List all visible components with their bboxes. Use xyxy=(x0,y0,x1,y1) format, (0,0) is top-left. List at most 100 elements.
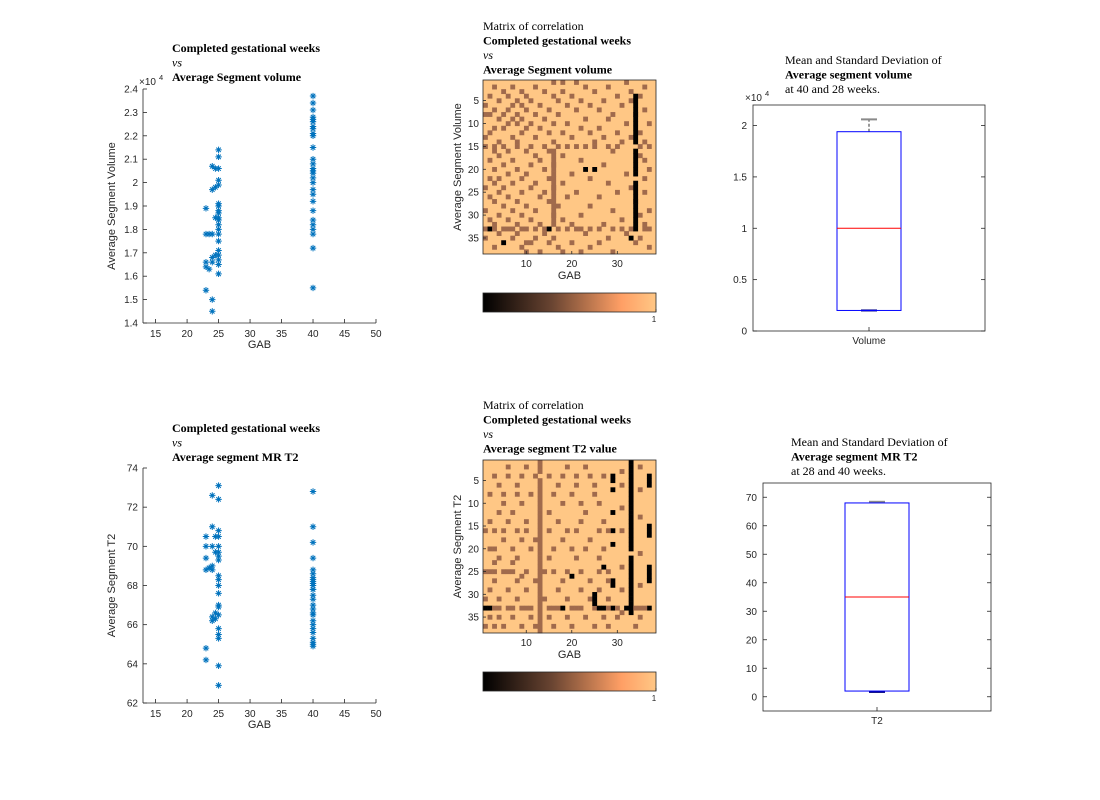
heatmap-cell xyxy=(619,610,625,616)
heatmap-cell xyxy=(578,98,584,104)
heatmap-cell xyxy=(633,167,639,172)
heatmap-cell xyxy=(578,587,584,593)
heatmap-cell xyxy=(542,231,548,236)
data-point xyxy=(309,629,317,636)
heatmap-cell xyxy=(546,226,552,232)
heatmap-cell xyxy=(510,560,516,566)
data-point xyxy=(209,492,216,499)
heatmap-cell xyxy=(505,171,511,177)
heatmap-cell xyxy=(496,98,502,104)
heatmap-cell xyxy=(592,482,598,488)
heatmap-cell xyxy=(610,487,616,493)
data-point xyxy=(209,186,216,193)
heatmap-cell xyxy=(501,144,507,149)
heatmap-cell xyxy=(514,199,520,204)
x-axis-label: GAB xyxy=(558,649,581,661)
heatmap-cell xyxy=(628,537,634,543)
heatmap-cell xyxy=(537,249,543,255)
heatmap-cell xyxy=(628,519,634,525)
heatmap-cell xyxy=(514,491,520,497)
heatmap-cell xyxy=(505,93,511,99)
y-tick-label: 20 xyxy=(468,544,480,555)
x-tick-label: 35 xyxy=(276,329,288,340)
data-point xyxy=(309,586,317,593)
heatmap-cell xyxy=(633,162,639,168)
heatmap-cell xyxy=(487,194,493,200)
data-point xyxy=(309,621,317,628)
data-point xyxy=(309,99,317,107)
heatmap-cell xyxy=(496,153,502,159)
heatmap-cell xyxy=(605,605,611,611)
heatmap-cell xyxy=(605,144,611,149)
heatmap-cell xyxy=(537,578,543,584)
heatmap-cell xyxy=(551,148,557,154)
x-tick-label: 10 xyxy=(521,259,533,270)
heatmap-cell xyxy=(564,194,570,200)
data-point xyxy=(309,284,317,292)
y-axis-label: Average Segment Volume xyxy=(106,142,118,270)
heatmap-cell xyxy=(569,573,575,579)
heatmap-cell xyxy=(492,107,497,113)
heatmap-cell xyxy=(542,167,548,172)
x-tick-label: 20 xyxy=(182,329,194,340)
heatmap-cell xyxy=(615,189,620,195)
heatmap-cell xyxy=(537,619,543,625)
data-point xyxy=(215,635,222,642)
heatmap-cell xyxy=(533,180,538,186)
heatmap-cell xyxy=(496,596,502,602)
heatmap-cell xyxy=(646,244,652,250)
heatmap-cell xyxy=(551,546,557,552)
heatmap-cell xyxy=(569,605,575,611)
heatmap-cell xyxy=(542,116,548,122)
heatmap-cell xyxy=(505,464,511,470)
heatmap-cell xyxy=(505,587,511,593)
heatmap-cell xyxy=(551,171,557,177)
data-point xyxy=(215,221,222,228)
heatmap-cell xyxy=(642,189,648,195)
heatmap-cell xyxy=(619,482,625,488)
heatmap-cell xyxy=(642,176,648,182)
heatmap-cell xyxy=(501,226,507,232)
heatmap-cell xyxy=(492,623,497,629)
heatmap-cell xyxy=(546,148,552,154)
heatmap-cell xyxy=(487,217,493,223)
colorbar xyxy=(482,671,657,692)
heatmap-cell xyxy=(514,98,520,104)
heatmap-cell xyxy=(628,505,634,511)
data-point xyxy=(202,205,210,212)
data-point xyxy=(309,125,317,132)
data-point xyxy=(309,609,317,617)
x-tick-label: 10 xyxy=(521,638,533,649)
data-point xyxy=(209,163,216,170)
heatmap-cell xyxy=(555,244,561,250)
heatmap-cell xyxy=(592,601,598,606)
heatmap-cell xyxy=(551,180,557,186)
heatmap-cell xyxy=(496,116,502,122)
heatmap-cell xyxy=(551,162,557,168)
heatmap-cell xyxy=(569,623,575,629)
y-axis-label: Average Segment T2 xyxy=(452,495,464,599)
data-point xyxy=(202,566,210,574)
y-tick-label: 10 xyxy=(468,119,480,130)
heatmap-cell xyxy=(642,605,648,611)
heatmap-cell xyxy=(519,537,525,543)
heatmap-cell xyxy=(646,144,652,149)
heatmap-cell xyxy=(505,194,511,200)
data-point xyxy=(309,186,317,193)
heatmap-cell xyxy=(560,180,566,186)
heatmap-cell xyxy=(628,226,634,232)
heatmap-cell xyxy=(628,573,634,579)
heatmap-cell xyxy=(628,482,634,488)
heatmap-cell xyxy=(642,84,648,90)
heatmap-cell xyxy=(492,605,497,611)
heatmap-cell xyxy=(537,532,543,538)
x-tick-label: 30 xyxy=(244,329,256,340)
data-point xyxy=(309,582,317,589)
data-point xyxy=(215,631,222,638)
heatmap-cell xyxy=(510,569,516,575)
heatmap-cell xyxy=(505,107,511,113)
heatmap-cell xyxy=(624,121,629,127)
y-tick-label: 25 xyxy=(468,188,480,199)
axis-exponent-power: 4 xyxy=(765,89,769,98)
